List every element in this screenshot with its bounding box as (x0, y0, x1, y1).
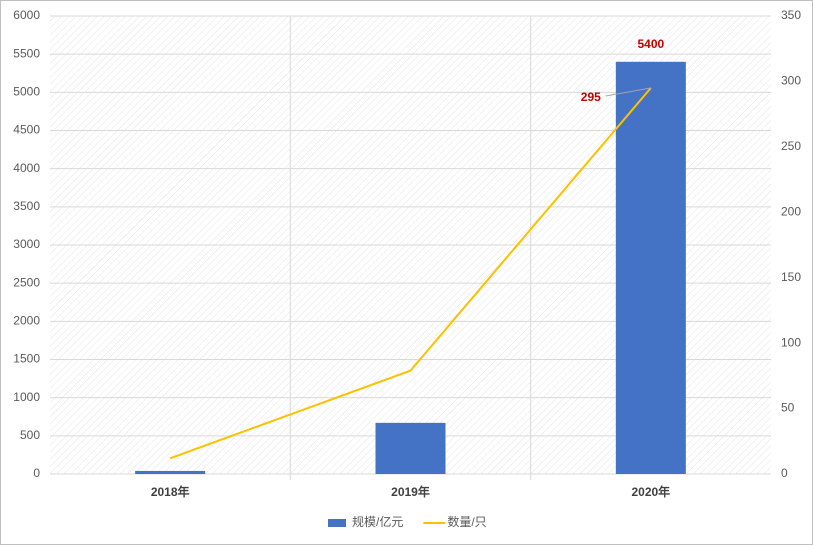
data-label: 5400 (637, 37, 664, 51)
bar (615, 61, 686, 475)
y-tick-label: 1000 (13, 390, 40, 404)
y-tick-label: 6000 (13, 8, 40, 22)
y-tick-label: 2000 (13, 314, 40, 328)
y-tick-label: 4500 (13, 123, 40, 137)
y2-tick-label: 0 (781, 466, 788, 480)
y-tick-label: 2500 (13, 275, 40, 289)
bar (375, 422, 446, 474)
y-tick-label: 500 (20, 428, 40, 442)
legend-label: 数量/只 (447, 514, 486, 529)
x-tick-label: 2019年 (391, 484, 430, 499)
legend-label: 规模/亿元 (352, 514, 403, 529)
data-label: 295 (581, 90, 601, 104)
line (169, 87, 652, 460)
y-tick-label: 0 (33, 466, 40, 480)
y2-tick-label: 350 (781, 8, 801, 22)
y2-tick-label: 300 (781, 74, 801, 88)
legend-swatch (328, 519, 346, 527)
leader-line (605, 87, 651, 97)
y2-tick-label: 100 (781, 335, 801, 349)
x-tick-label: 2018年 (151, 484, 190, 499)
y-tick-label: 1500 (13, 352, 40, 366)
x-tick-label: 2020年 (631, 484, 670, 499)
y-tick-label: 3500 (13, 199, 40, 213)
bar (135, 470, 206, 474)
y2-tick-label: 250 (781, 139, 801, 153)
y2-tick-label: 200 (781, 204, 801, 218)
y2-tick-label: 50 (781, 401, 795, 415)
y2-tick-label: 150 (781, 270, 801, 284)
y-tick-label: 5500 (13, 46, 40, 60)
y-tick-label: 3000 (13, 237, 40, 251)
y-tick-label: 5000 (13, 85, 40, 99)
y-tick-label: 4000 (13, 161, 40, 175)
